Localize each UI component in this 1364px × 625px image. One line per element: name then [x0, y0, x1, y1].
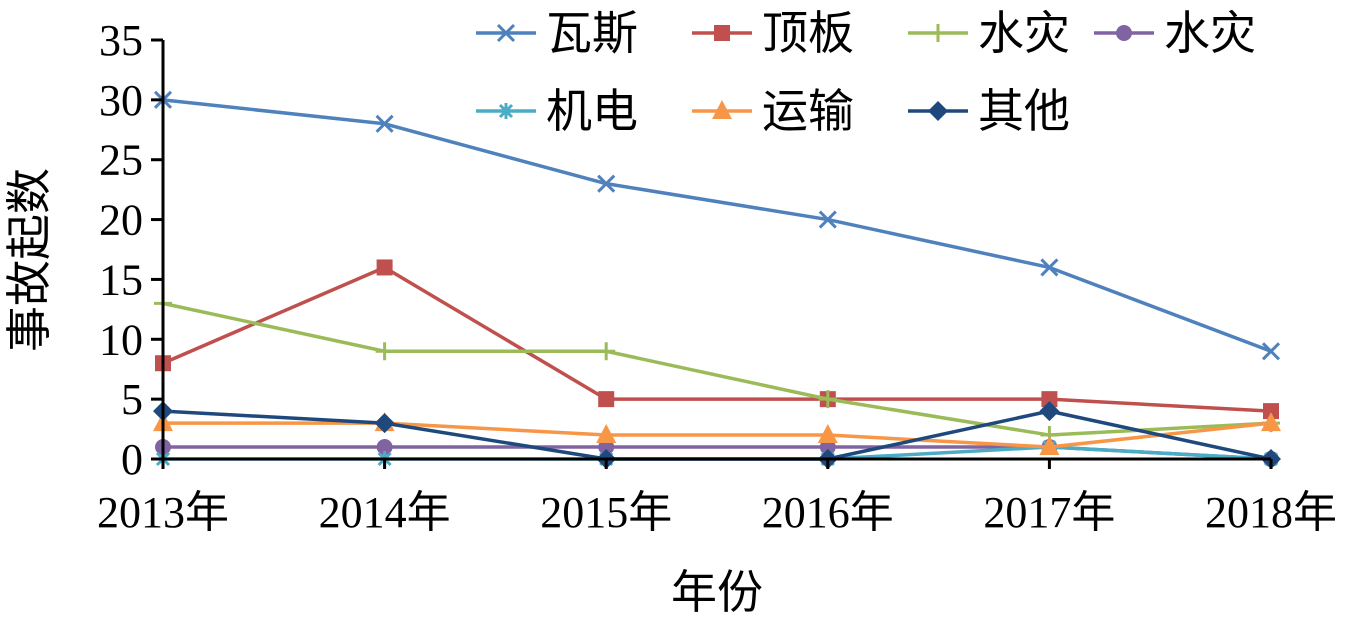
x-tick-label: 2017年	[983, 488, 1115, 537]
series-layer	[153, 90, 1281, 469]
y-tick-label: 5	[121, 375, 143, 424]
series-path	[162, 98, 1272, 353]
data-point	[818, 210, 837, 229]
legend-item: 水灾	[1094, 8, 1256, 59]
data-point	[375, 114, 394, 133]
data-point	[1039, 436, 1060, 456]
legend-marker	[928, 101, 948, 121]
data-point	[818, 390, 837, 409]
series-line	[154, 294, 1280, 445]
legend-marker	[1116, 25, 1132, 41]
legend-item: 顶板	[692, 8, 854, 59]
legend-item: 水灾	[908, 8, 1070, 59]
series-line	[155, 439, 1279, 467]
series-path	[163, 445, 1272, 461]
data-point	[597, 174, 616, 193]
y-tick-label: 30	[99, 76, 143, 125]
legend-marker	[712, 100, 732, 119]
legend-label: 运输	[762, 86, 854, 137]
legend-label: 机电	[546, 86, 638, 137]
legend-item: 瓦斯	[476, 8, 638, 59]
x-tick-label: 2018年	[1205, 488, 1337, 537]
legend-marker	[714, 25, 730, 41]
data-point	[1261, 342, 1281, 361]
x-tick-label: 2016年	[762, 488, 894, 537]
legend-marker	[496, 23, 516, 43]
data-point	[376, 259, 393, 276]
data-point	[376, 439, 393, 456]
data-point	[817, 424, 838, 444]
legend-marker	[498, 103, 514, 119]
legend-label: 水灾	[978, 8, 1070, 59]
legend-item: 运输	[692, 86, 854, 137]
data-point	[596, 424, 617, 444]
data-point	[598, 391, 615, 408]
data-point	[374, 413, 395, 434]
y-tick-label: 10	[99, 315, 143, 364]
y-tick-label: 20	[99, 196, 143, 245]
data-point	[1039, 401, 1060, 422]
legend-label: 顶板	[762, 8, 854, 59]
legend-item: 机电	[476, 86, 638, 137]
x-axis-title: 年份	[671, 567, 763, 618]
legend-label: 水灾	[1164, 8, 1256, 59]
x-tick-label: 2013年	[97, 488, 229, 537]
series-line	[155, 439, 1279, 467]
data-point	[1041, 391, 1058, 408]
legend-label: 其他	[978, 86, 1070, 137]
x-ticks: 2013年 2014年 2015年 2016年 2017年 2018年	[97, 459, 1337, 537]
y-tick-label: 35	[99, 16, 143, 65]
y-axis-title: 事故起数	[4, 168, 55, 352]
y-ticks: 0 5 10 15 20 25 30 35	[99, 16, 163, 484]
x-tick-label: 2014年	[319, 488, 451, 537]
series-path	[162, 265, 1272, 413]
data-point	[1040, 258, 1059, 277]
data-point	[597, 342, 616, 361]
axes-layer	[161, 40, 1271, 461]
series-line	[153, 90, 1281, 361]
x-tick-label: 2015年	[540, 488, 672, 537]
legend-item: 其他	[908, 86, 1070, 137]
y-tick-label: 15	[99, 255, 143, 304]
legend-label: 瓦斯	[546, 8, 638, 59]
data-point	[375, 342, 394, 361]
y-tick-label: 25	[99, 136, 143, 185]
data-point	[1261, 412, 1281, 432]
data-point	[1263, 403, 1279, 420]
y-tick-label: 0	[121, 435, 143, 484]
series-path	[163, 421, 1272, 449]
legend-marker	[929, 24, 947, 42]
series-path	[162, 301, 1272, 437]
